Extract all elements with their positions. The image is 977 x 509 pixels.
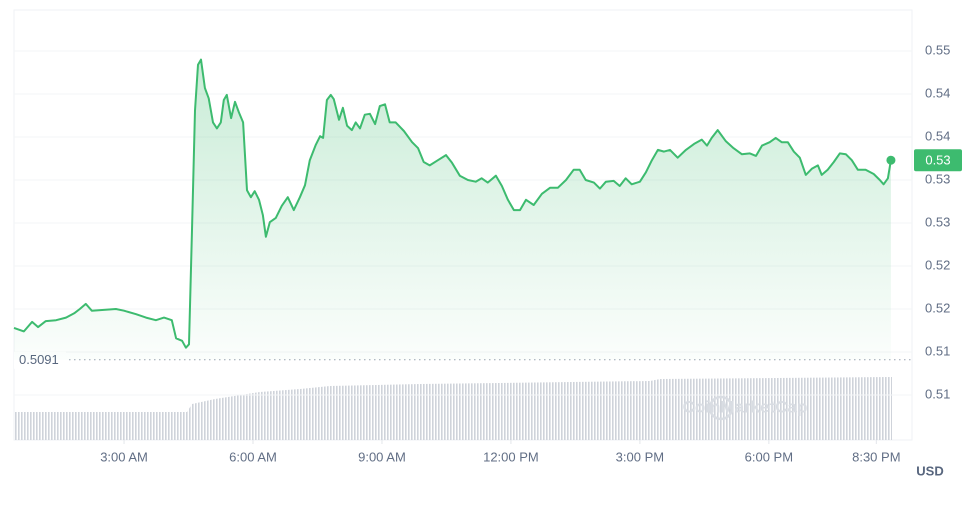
x-tick-label: 3:00 AM [100, 449, 148, 464]
volume-bars [14, 377, 892, 440]
price-area [14, 59, 891, 360]
y-tick-label: 0.51 [925, 386, 950, 401]
current-price-box [914, 149, 962, 172]
watermark: CoinMarketCap [683, 397, 808, 416]
watermark-logo [708, 395, 734, 421]
x-tick-label: 6:00 PM [745, 449, 793, 464]
last-point [886, 155, 896, 165]
y-tick-label: 0.54 [925, 85, 950, 100]
y-tick-label: 0.52 [925, 257, 950, 272]
currency-label: USD [916, 463, 943, 478]
y-tick-label: 0.54 [925, 128, 950, 143]
x-tick-label: 6:00 AM [229, 449, 277, 464]
x-tick-label: 8:30 PM [852, 449, 900, 464]
x-tick-label: 12:00 PM [483, 449, 539, 464]
y-tick-label: 0.51 [925, 343, 950, 358]
x-tick-label: 9:00 AM [358, 449, 406, 464]
price-line [13, 58, 892, 349]
y-tick-label: 0.53 [925, 214, 950, 229]
x-tick-label: 3:00 PM [616, 449, 664, 464]
y-tick-label: 0.55 [925, 42, 950, 57]
current-price-label: 0.53 [925, 153, 950, 168]
y-tick-label: 0.52 [925, 300, 950, 315]
y-tick-label: 0.53 [925, 171, 950, 186]
